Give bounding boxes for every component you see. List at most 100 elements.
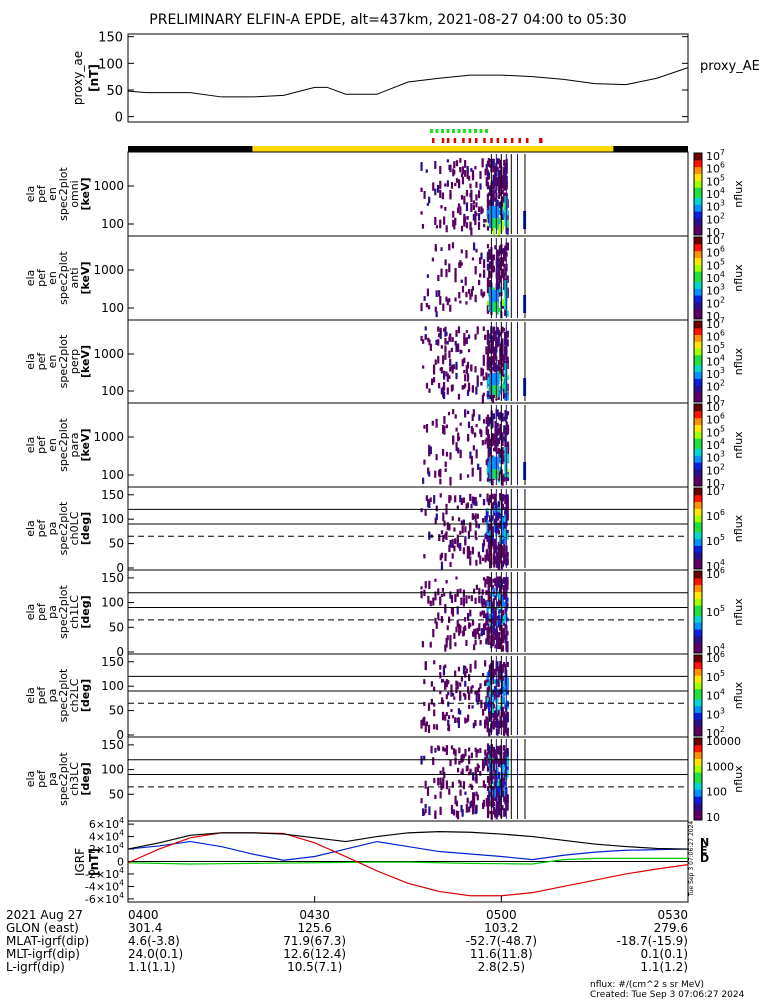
perp-cell bbox=[489, 392, 492, 400]
omni-cell bbox=[461, 176, 465, 185]
ch2LC-ytick-label-0: 0 bbox=[116, 728, 124, 742]
ch3LC-cell bbox=[489, 772, 492, 781]
ch0LC-cell bbox=[487, 545, 491, 549]
ch0LC-cbar-cell bbox=[694, 548, 702, 553]
anti-cell bbox=[491, 266, 494, 273]
para-cbar-cell bbox=[694, 407, 702, 412]
perp-cell bbox=[439, 327, 442, 333]
omni-cell bbox=[460, 173, 464, 178]
para-cell bbox=[504, 432, 507, 437]
ch3LC-cell bbox=[491, 799, 495, 805]
para-cell bbox=[504, 426, 507, 436]
ch0LC-cell bbox=[501, 522, 505, 529]
ch3LC-cell bbox=[484, 756, 487, 765]
flag-red-6 bbox=[474, 138, 478, 143]
ch2LC-cell bbox=[486, 671, 489, 680]
ch1LC-cell bbox=[440, 593, 443, 598]
ch3LC-cell bbox=[504, 809, 507, 817]
ch3LC-cell bbox=[471, 772, 475, 781]
ch3LC-cell bbox=[468, 806, 471, 813]
footer-row-label-0: 2021 Aug 27 bbox=[6, 908, 83, 922]
omni-cell bbox=[506, 215, 509, 219]
ch0LC-cbar-tick-3-exp: 7 bbox=[720, 483, 725, 492]
anti-cbar-cell bbox=[694, 254, 702, 258]
omni-cbar-tick-0: 10 bbox=[706, 226, 720, 239]
ch3LC-cell bbox=[472, 802, 476, 807]
ch3LC-cbar-cell bbox=[694, 765, 702, 770]
footer-value-0-1: 4.6(-3.8) bbox=[128, 934, 180, 948]
ch0LC-cell bbox=[460, 520, 463, 526]
footer-value-1-3: 10.5(7.1) bbox=[287, 960, 342, 974]
anti-cell bbox=[480, 252, 483, 260]
ch0LC-cell bbox=[428, 531, 431, 540]
ch2LC-cell bbox=[474, 690, 477, 695]
omni-cell bbox=[481, 208, 484, 213]
ch3LC-cell bbox=[488, 790, 491, 799]
ch1LC-cell bbox=[458, 630, 461, 636]
ch2LC-ytick-label-1: 50 bbox=[109, 704, 124, 718]
para-cbar-cell bbox=[694, 414, 702, 419]
footer-time-3: 0530 bbox=[657, 908, 688, 922]
ch1LC-cell bbox=[478, 595, 481, 599]
anti-cell bbox=[496, 249, 499, 257]
ch1LC-cell bbox=[449, 641, 452, 650]
omni-cell bbox=[459, 206, 462, 216]
ch0LC-cell bbox=[451, 553, 454, 559]
omni-cbar-cell bbox=[694, 200, 702, 205]
ae-ylabel: proxy_ae bbox=[71, 51, 85, 105]
para-cbar-cell bbox=[694, 462, 702, 466]
footer-value-1-1: 71.9(67.3) bbox=[283, 934, 346, 948]
ch3LC-cell bbox=[494, 769, 497, 775]
anti-cell bbox=[420, 302, 423, 312]
omni-cbar-cell bbox=[694, 163, 702, 168]
anti-cell bbox=[506, 289, 509, 299]
perp-cell bbox=[489, 360, 492, 366]
para-cell bbox=[497, 475, 501, 481]
para-cell bbox=[478, 414, 481, 421]
perp-cell bbox=[499, 390, 502, 395]
ch2LC-cell bbox=[450, 690, 453, 697]
perp-cell bbox=[428, 388, 431, 393]
ch3LC-cell bbox=[506, 803, 509, 811]
ch1LC-cell bbox=[434, 591, 437, 601]
perp-cell bbox=[499, 349, 502, 354]
para-cell bbox=[439, 478, 442, 485]
footer-time-0: 0400 bbox=[128, 908, 159, 922]
ch3LC-ylabel-4: ch3LC bbox=[68, 762, 81, 796]
perp-cbar-cell bbox=[694, 348, 702, 352]
ch0LC-cell bbox=[474, 532, 477, 539]
perp-cell bbox=[460, 349, 463, 354]
para-cell bbox=[444, 461, 447, 468]
ch3LC-cell bbox=[498, 796, 501, 802]
ch1LC-cbar-cell bbox=[694, 605, 702, 610]
ch2LC-cell bbox=[433, 724, 436, 730]
created-stamp: Created: Tue Sep 3 07:06:27 2024 bbox=[590, 990, 745, 1000]
perp-cell bbox=[442, 391, 446, 400]
omni-cell bbox=[501, 212, 504, 220]
anti-cbar-tick-5-base: 10 bbox=[706, 247, 720, 260]
perp-cell bbox=[482, 376, 485, 381]
perp-cbar-tick-1: 102 bbox=[706, 379, 725, 394]
perp-cell bbox=[471, 385, 475, 393]
para-cell bbox=[480, 430, 483, 438]
ch0LC-cbar-cell bbox=[694, 528, 702, 533]
omni-cell bbox=[492, 165, 495, 173]
ch1LC-cell bbox=[489, 599, 492, 605]
anti-cell bbox=[434, 244, 437, 250]
ch0LC-cell bbox=[487, 525, 491, 532]
ch1LC-cell bbox=[492, 578, 495, 583]
ch0LC-cbar-tick-1: 105 bbox=[706, 533, 725, 548]
igrf-ytick-label-0-exp: 4 bbox=[119, 816, 124, 825]
para-cell bbox=[501, 412, 504, 422]
ch1LC-cell bbox=[464, 617, 467, 622]
omni-cell bbox=[435, 225, 438, 229]
ch2LC-cell bbox=[502, 716, 506, 721]
anti-cell bbox=[486, 284, 490, 294]
anti-cell bbox=[498, 257, 501, 262]
ch0LC-cell bbox=[448, 524, 451, 531]
para-cell bbox=[506, 424, 510, 432]
ch1LC-cell bbox=[506, 581, 509, 590]
ch3LC-cell bbox=[489, 751, 492, 759]
perp-cell bbox=[442, 381, 446, 391]
